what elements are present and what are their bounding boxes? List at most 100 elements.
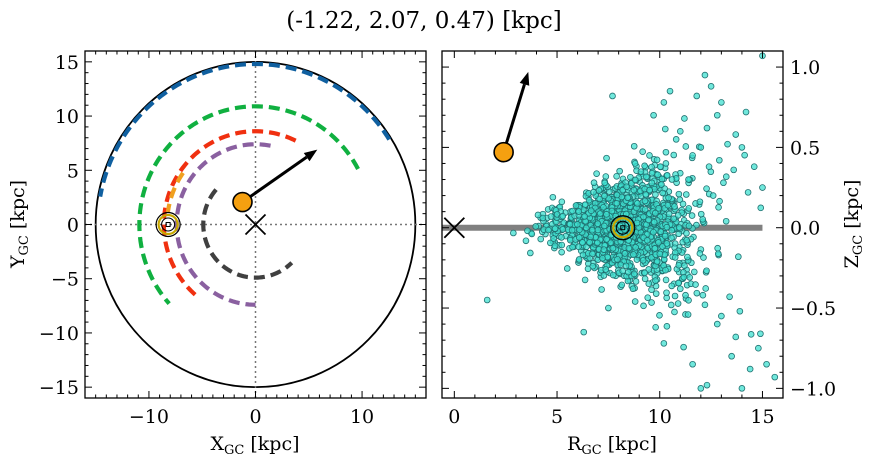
scatter-point [703, 381, 711, 389]
scatter-point [652, 324, 659, 331]
scatter-point [619, 267, 627, 275]
left-y-axis-label: YGC [kpc] [7, 180, 32, 269]
sun-marker-right [610, 215, 636, 241]
scatter-point [575, 243, 582, 251]
scatter-point [575, 208, 583, 215]
galactic-center-marker-right [443, 217, 465, 239]
scatter-point [755, 344, 762, 352]
scatter-point [652, 277, 659, 284]
scatter-point [652, 209, 659, 217]
spiral-arm-2 [137, 104, 360, 305]
scatter-point [641, 206, 649, 213]
left-y-tick-label: 5 [67, 160, 79, 182]
scatter-point [741, 151, 748, 159]
scatter-point [546, 239, 554, 247]
scatter-point [587, 207, 595, 215]
scatter-point [697, 210, 705, 218]
scatter-point [662, 160, 670, 167]
scatter-point [662, 266, 669, 274]
scatter-point [590, 188, 597, 196]
scatter-point [550, 235, 557, 242]
scatter-point [589, 250, 596, 258]
scatter-point [575, 256, 583, 263]
right-x-axis-label: RGC [kpc] [567, 433, 657, 458]
scatter-point [701, 301, 709, 309]
scatter-point [631, 298, 639, 305]
scatter-point [580, 328, 588, 336]
scatter-point [609, 92, 616, 100]
scatter-point [524, 227, 531, 235]
scatter-point [718, 312, 725, 320]
scatter-point [551, 242, 559, 250]
scatter-point [640, 213, 647, 221]
scatter-point [683, 229, 690, 237]
scatter-point [657, 228, 665, 236]
right-y-axis-label: ZGC [kpc] [841, 180, 866, 269]
scatter-point [558, 234, 565, 241]
right-y-tick-label: 1.0 [790, 57, 820, 79]
scatter-point [705, 163, 713, 170]
scatter-point [637, 168, 645, 175]
scatter-point [567, 236, 574, 244]
scatter-point [579, 239, 586, 246]
scatter-point [732, 333, 740, 341]
scatter-point [685, 297, 692, 304]
scatter-point [594, 239, 601, 247]
scatter-point [603, 154, 610, 162]
scatter-point [732, 131, 740, 138]
scatter-point [675, 261, 683, 269]
scatter-point [510, 229, 517, 237]
scatter-point [674, 300, 682, 307]
scatter-point [613, 199, 621, 207]
scatter-point [602, 266, 610, 273]
scatter-point [601, 192, 608, 200]
scatter-point [590, 179, 598, 187]
scatter-point [600, 246, 608, 253]
scatter-point [724, 140, 731, 148]
scatter-point [668, 227, 676, 234]
scatter-point [650, 218, 658, 226]
left-x-tick-label: −10 [129, 406, 169, 428]
scatter-point [532, 223, 540, 230]
scatter-point [653, 258, 661, 265]
scatter-point [730, 166, 737, 174]
scatter-point [632, 278, 640, 285]
scatter-point [549, 193, 557, 201]
scatter-point [747, 331, 755, 338]
scatter-point [716, 197, 723, 205]
scatter-point [680, 343, 687, 351]
left-x-tick-label: 10 [350, 406, 374, 428]
scatter-point [589, 262, 597, 270]
scatter-point [660, 340, 668, 347]
scatter-point [674, 212, 682, 219]
scatter-point [671, 292, 679, 300]
scatter-point [663, 172, 671, 179]
scatter-point [644, 294, 652, 301]
scatter-point [581, 213, 588, 220]
velocity-arrow [241, 149, 318, 204]
left-x-axis-label: XGC [kpc] [210, 433, 299, 458]
scatter-point [588, 226, 596, 234]
scatter-point [681, 115, 688, 122]
scatter-point [658, 181, 665, 188]
scatter-point [627, 173, 634, 181]
scatter-point [654, 171, 661, 179]
scatter-point [608, 207, 616, 215]
scatter-point [603, 211, 610, 218]
scatter-point [641, 275, 649, 283]
scatter-point [618, 281, 626, 289]
scatter-point [661, 232, 669, 240]
scatter-point [685, 222, 693, 230]
scatter-point [558, 248, 565, 256]
scatter-point [534, 211, 542, 219]
left-y-tick-label: 10 [55, 106, 79, 128]
scatter-point [559, 212, 567, 220]
scatter-point [599, 254, 606, 262]
scatter-point [716, 156, 723, 164]
scatter-point [701, 71, 709, 79]
right-x-tick-label: 15 [750, 406, 774, 428]
scatter-point [652, 290, 660, 297]
scatter-point [675, 190, 683, 198]
scatter-point [663, 323, 671, 330]
scatter-point [668, 234, 675, 242]
